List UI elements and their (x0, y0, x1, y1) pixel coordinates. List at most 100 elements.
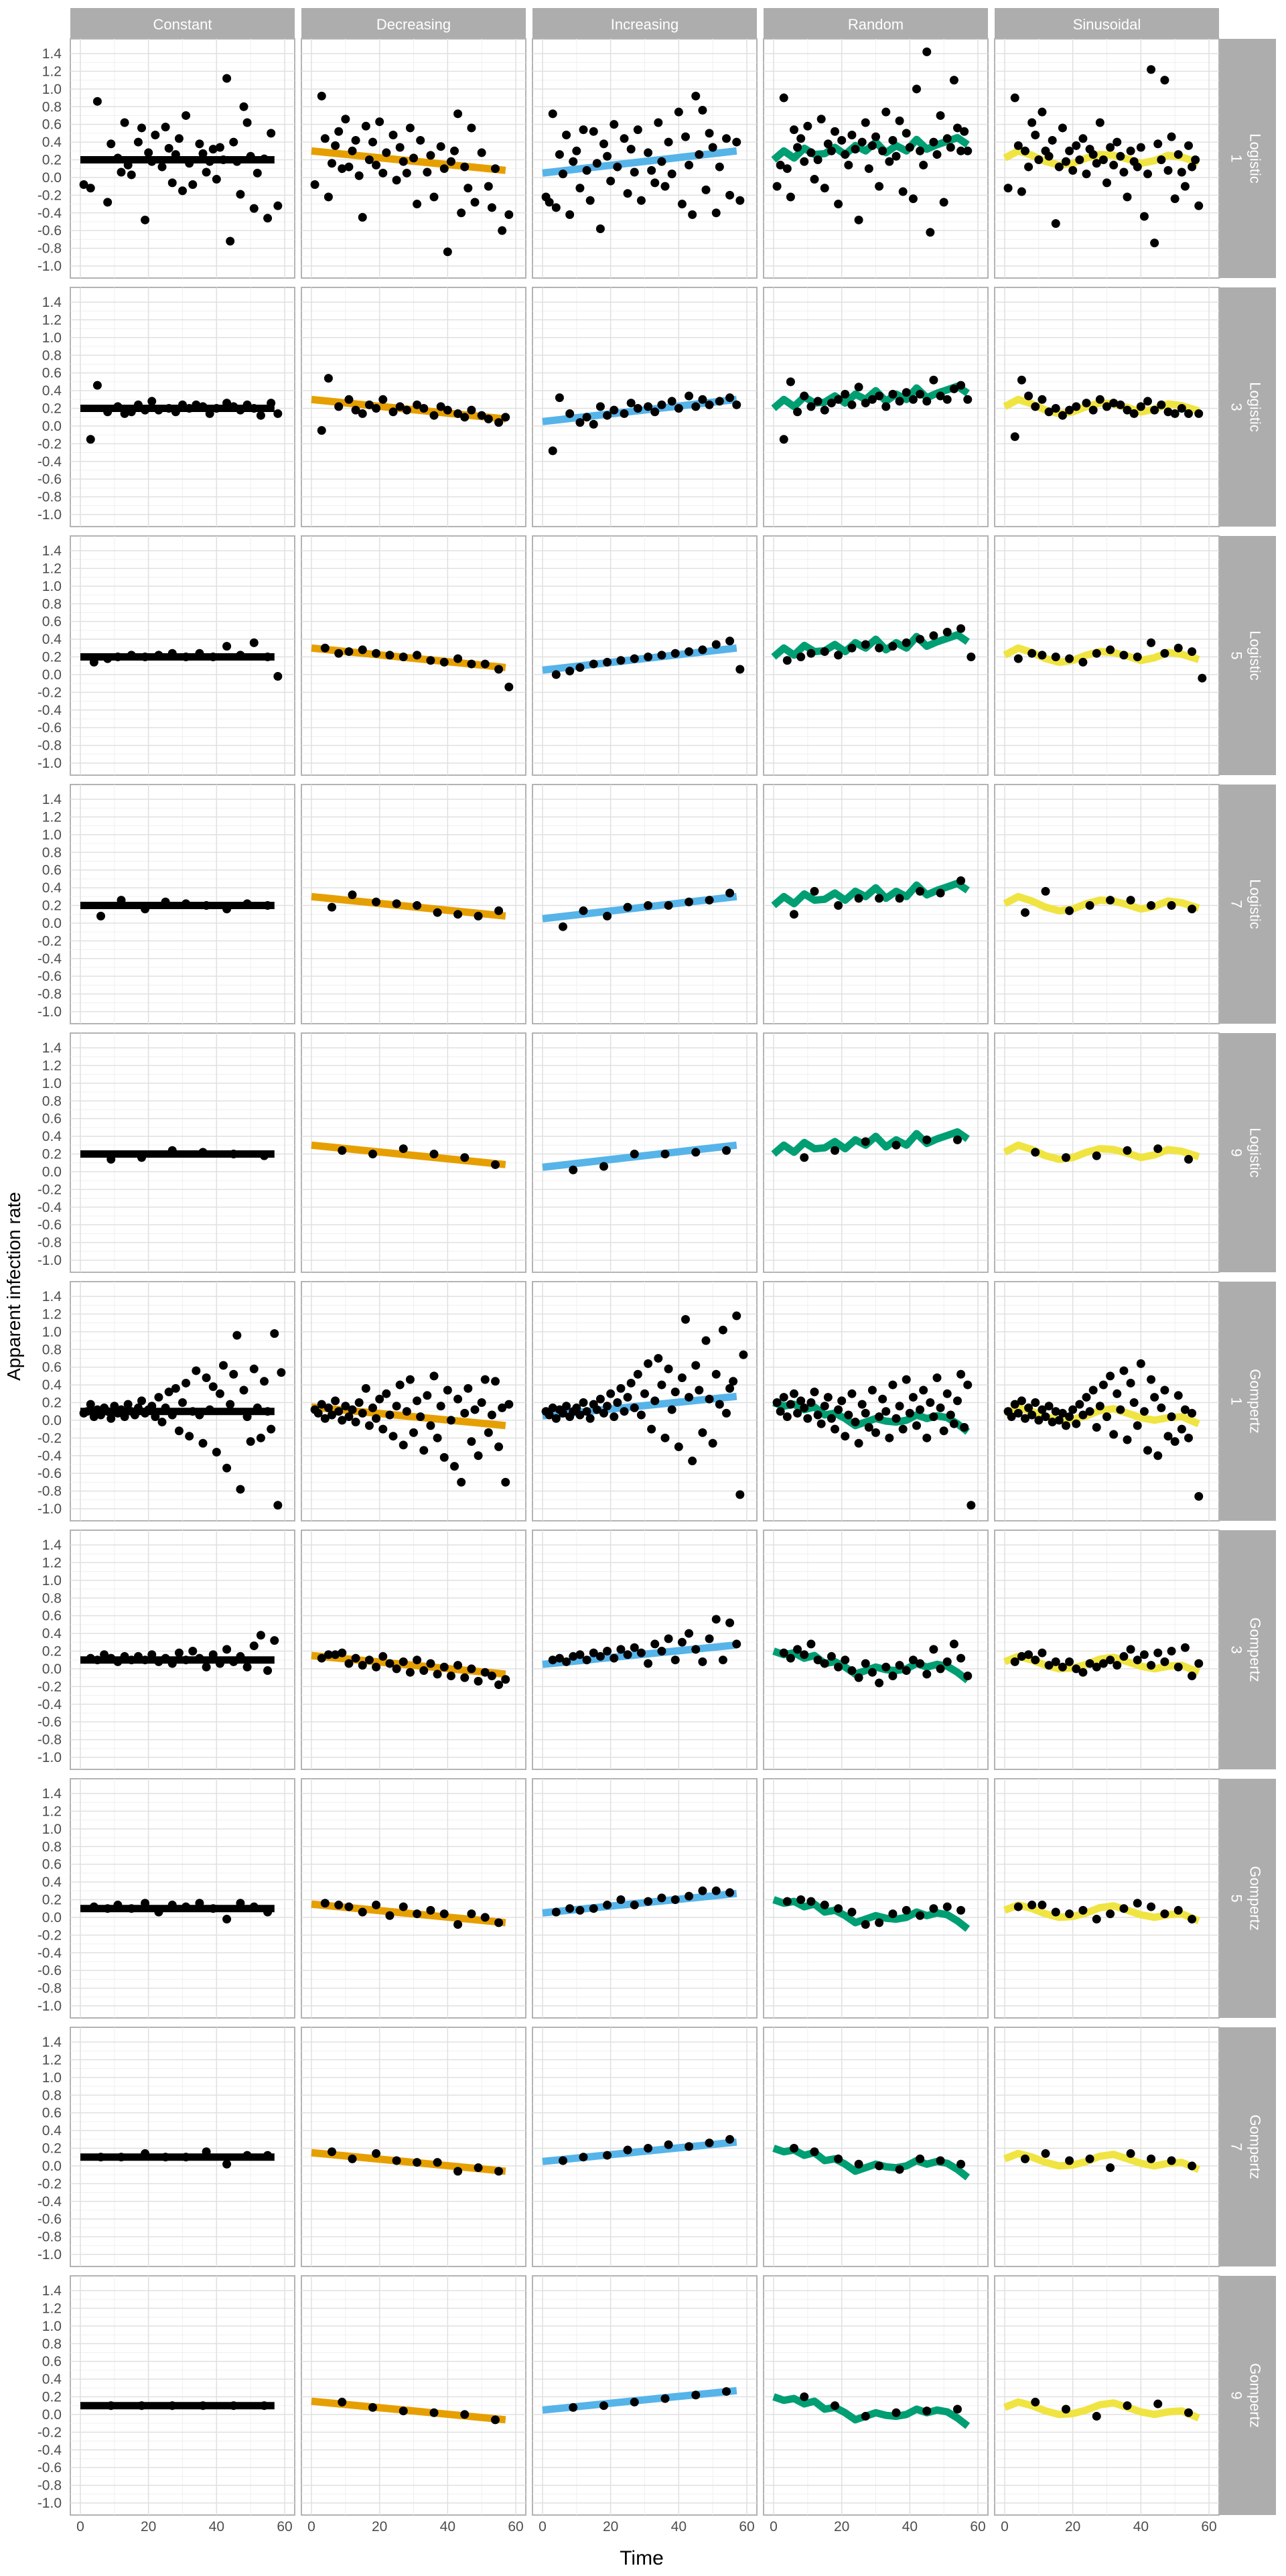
data-point (86, 435, 95, 444)
data-point (657, 1893, 666, 1903)
data-point (592, 159, 601, 168)
data-point (192, 1366, 201, 1375)
data-point (263, 901, 273, 910)
data-point (589, 659, 598, 669)
data-point (375, 117, 384, 127)
data-point (1157, 155, 1166, 164)
data-point (338, 2397, 347, 2406)
data-point (246, 1437, 255, 1446)
y-tick-label: -0.6 (38, 2460, 62, 2476)
data-point (358, 409, 367, 418)
data-point (1058, 1408, 1067, 1418)
series-line-sinusoidal (1003, 1404, 1200, 1428)
data-point (182, 899, 191, 908)
data-point (1017, 1396, 1026, 1406)
data-point (494, 418, 504, 427)
y-tick-label: 0.2 (42, 898, 62, 914)
data-point (613, 162, 622, 172)
data-point (834, 395, 843, 404)
data-point (378, 1424, 388, 1434)
data-point (344, 162, 354, 172)
data-point (167, 178, 177, 188)
data-point (242, 400, 252, 409)
y-tick-label: -0.8 (38, 2230, 62, 2245)
y-tick-label: 1.0 (42, 330, 62, 346)
data-point (504, 682, 514, 691)
data-point (929, 1904, 938, 1913)
data-point (1078, 1668, 1088, 1677)
data-point (841, 150, 850, 159)
data-point (929, 631, 938, 640)
data-point (460, 1673, 470, 1682)
data-point (630, 654, 639, 663)
data-point (837, 1396, 847, 1406)
data-point (320, 643, 330, 653)
data-point (208, 653, 218, 661)
data-point (942, 395, 952, 404)
data-point (151, 1412, 160, 1422)
row-strip-interval-logistic-1: 1 (1228, 154, 1245, 162)
y-tick-label: 1.0 (42, 1822, 62, 1837)
data-point (123, 1400, 133, 1409)
y-tick-label: 0.2 (42, 2141, 62, 2157)
data-point (691, 402, 701, 411)
data-point (433, 2158, 442, 2167)
data-point (953, 2404, 962, 2414)
data-point (834, 2154, 843, 2163)
data-point (616, 1645, 626, 1654)
data-point (219, 1361, 228, 1370)
y-tick-label: -0.2 (38, 1679, 62, 1694)
data-point (555, 150, 564, 159)
data-point (1007, 1412, 1016, 1422)
data-point (603, 1402, 612, 1411)
data-point (626, 1378, 636, 1387)
y-tick-label: 0.2 (42, 650, 62, 665)
data-point (1031, 1398, 1040, 1407)
data-point (610, 405, 619, 415)
data-point (650, 178, 660, 188)
data-point (457, 1477, 466, 1487)
y-tick-label: 0.6 (42, 1360, 62, 1375)
data-point (559, 170, 567, 179)
data-point (813, 1655, 823, 1665)
data-point (1160, 76, 1169, 85)
data-point (685, 1891, 694, 1901)
y-tick-label: 0.8 (42, 1839, 62, 1854)
data-point (1095, 118, 1104, 127)
data-point (470, 1405, 480, 1414)
data-point (685, 1393, 694, 1402)
data-point (715, 397, 724, 406)
data-point (113, 402, 123, 411)
row-strip-model-gompertz-3: Gompertz (1247, 1617, 1264, 1682)
series-line-sinusoidal (1003, 2149, 1200, 2173)
data-point (1123, 192, 1132, 202)
data-point (1072, 402, 1081, 411)
data-point (504, 210, 514, 219)
series-line-increasing (542, 892, 737, 923)
y-tick-label: -0.2 (38, 1430, 62, 1446)
data-point (667, 397, 676, 406)
data-point (263, 2151, 273, 2160)
data-point (1013, 141, 1023, 150)
panel-gompertz-3-constant (70, 1530, 295, 1770)
x-tick-label: 20 (372, 2519, 387, 2534)
series-line-increasing (542, 2138, 737, 2165)
data-point (844, 1410, 853, 1420)
data-point (722, 134, 731, 143)
data-point (1177, 404, 1186, 413)
data-point (595, 402, 605, 411)
data-point (1147, 1661, 1156, 1670)
panel-logistic-5-random (763, 535, 989, 776)
data-point (1106, 1655, 1115, 1665)
data-point (623, 189, 632, 198)
data-point (167, 1900, 177, 1909)
data-point (949, 1419, 958, 1428)
data-point (735, 665, 745, 674)
data-point (1048, 1418, 1057, 1427)
data-point (491, 1377, 500, 1386)
data-point (127, 1904, 136, 1913)
data-point (1072, 1664, 1081, 1674)
data-point (1010, 1400, 1019, 1409)
panel-logistic-9-sinusoidal (994, 1032, 1220, 1273)
data-point (239, 102, 248, 111)
